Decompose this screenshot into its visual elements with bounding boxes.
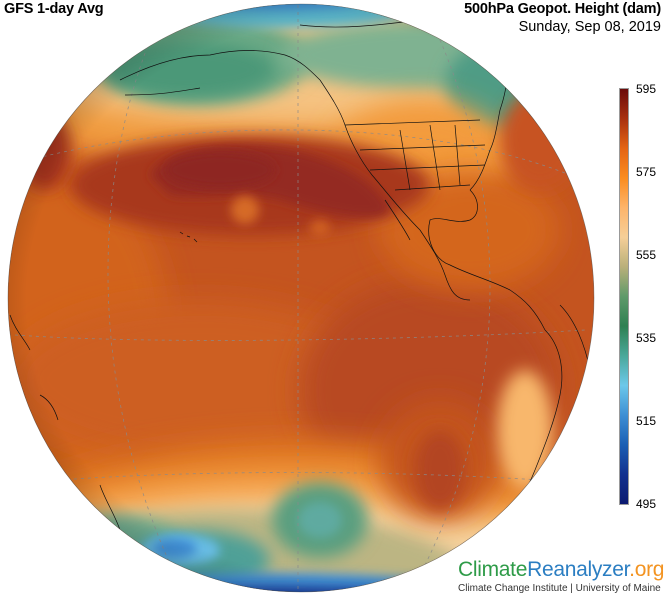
colorbar-tick-595: 595	[636, 82, 657, 96]
brand-logo-org: .org	[629, 558, 665, 581]
date-label: Sunday, Sep 08, 2019	[518, 19, 661, 35]
colorbar-tick-535: 535	[636, 331, 657, 345]
variable-label: 500hPa Geopot. Height (dam)	[464, 1, 661, 17]
colorbar-tick-555: 555	[636, 248, 657, 262]
colorbar-tick-495: 495	[636, 497, 657, 511]
colorbar-tick-575: 575	[636, 165, 657, 179]
brand-logo-reanalyzer: Reanalyzer	[527, 558, 630, 581]
brand-logo-climate: Climate	[458, 558, 528, 581]
colorbar	[619, 88, 629, 505]
brand-subtitle: Climate Change Institute | University of…	[458, 583, 661, 594]
colorbar-tick-515: 515	[636, 414, 657, 428]
brand-logo[interactable]: ClimateReanalyzer.org	[458, 558, 664, 582]
model-label: GFS 1-day Avg	[4, 1, 104, 17]
